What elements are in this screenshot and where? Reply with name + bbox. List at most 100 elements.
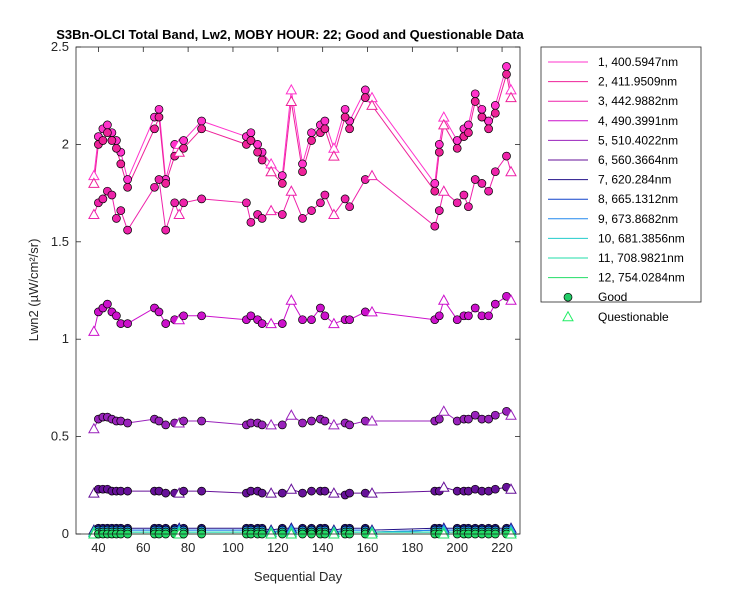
good-data-point [320,416,330,426]
questionable-data-point [437,527,450,539]
x-tick-label: 120 [267,540,289,555]
good-data-point [502,62,511,71]
questionable-data-point [285,527,298,539]
questionable-data-point [285,185,298,196]
good-data-point [103,299,112,309]
good-data-point [434,414,444,424]
questionable-data-point [173,208,186,219]
good-data-point [502,151,511,161]
questionable-data-point [366,527,378,539]
good-data-point [179,136,188,145]
good-data-point [197,116,206,126]
y-tick-label: 0.5 [51,429,69,444]
good-data-point [257,155,267,165]
questionable-data-point [285,483,298,494]
good-data-point [470,175,480,184]
good-data-point [484,124,493,134]
good-data-point [123,225,132,235]
questionable-data-point [285,294,298,305]
good-data-point [340,194,350,204]
questionable-data-point [505,527,517,539]
legend-entry-label: 3, 442.9882nm [598,94,678,108]
good-data-point [477,112,487,122]
good-data-point [434,311,444,321]
good-data-point [464,414,473,424]
good-data-point [452,198,462,208]
good-data-point [123,175,132,184]
good-data-point [464,128,473,138]
good-data-point [484,414,493,424]
x-tick-label: 140 [312,540,334,555]
questionable-data-point [265,527,277,539]
x-tick-label: 100 [222,540,244,555]
questionable-data-point [505,294,517,305]
questionable-data-point [265,317,277,329]
good-data-point [360,85,370,95]
good-data-point [107,190,117,200]
good-data-point [316,303,325,313]
good-data-point [470,303,480,313]
good-data-point [277,210,287,219]
legend-entry-label: 8, 665.1312nm [598,192,678,206]
questionable-data-point [366,305,378,317]
good-data-point [277,420,287,430]
questionable-data-point [285,95,298,106]
good-data-point [340,112,350,122]
questionable-data-point [328,150,340,161]
questionable-data-point [328,418,340,430]
questionable-data-point [328,487,340,498]
good-data-point [116,159,126,169]
legend-entry-label: 6, 560.3664nm [598,153,678,167]
good-data-point [307,416,316,426]
good-data-point [123,486,132,496]
good-data-point [112,143,121,153]
good-data-point [150,124,159,134]
legend-entry-label: 7, 620.284nm [598,173,671,187]
good-data-point [197,486,206,496]
legend: 1, 400.5947nm 2, 411.9509nm 3, 442.9882nm 4… [540,46,702,324]
good-data-point [277,179,287,188]
legend-entry-label: 5, 510.4022nm [598,133,678,147]
good-data-point [298,418,307,428]
y-axis-ticks: 0 0.5 1 1.5 2 2.5 [51,39,520,541]
good-data-point [345,488,354,498]
good-data-point [484,186,493,196]
good-data-point [430,179,440,188]
good-data-point [307,206,316,215]
good-data-point [107,136,117,145]
questionable-data-point [328,208,340,219]
questionable-data-point [505,91,517,103]
good-data-point [277,488,287,498]
good-data-point [477,179,487,188]
good-data-point [179,416,188,426]
good-data-point [345,315,354,325]
good-data-point [197,194,206,204]
questionable-data-point [265,204,277,216]
good-data-point [320,486,330,496]
questionable-data-point [328,317,340,329]
y-tick-label: 1.5 [51,234,69,249]
good-data-point [257,488,267,498]
good-data-point [307,128,316,138]
y-axis-label: Lwn2 (µW/cm²/sr) [26,239,41,342]
good-data-point [464,120,473,130]
good-data-point [470,410,480,420]
good-data-point [170,198,180,208]
x-tick-label: 80 [181,540,195,555]
good-data-point [98,194,108,204]
questionable-data-point [88,208,100,219]
good-data-point [345,124,354,134]
questionable-data-point [437,118,450,130]
legend-entries: 1, 400.5947nm 2, 411.9509nm 3, 442.9882nm 4… [548,55,685,324]
good-data-point [161,225,171,235]
good-data-point [179,198,188,208]
good-data-point [470,89,480,99]
good-data-point [307,486,316,496]
good-data-point [430,186,440,196]
good-data-point [197,416,206,426]
legend-entry-label: 11, 708.9821nm [598,251,684,265]
good-data-point [179,143,188,153]
good-data-point [179,486,188,496]
x-axis-ticks: 40 60 80 100 120 140 160 180 200 220 [91,47,513,555]
